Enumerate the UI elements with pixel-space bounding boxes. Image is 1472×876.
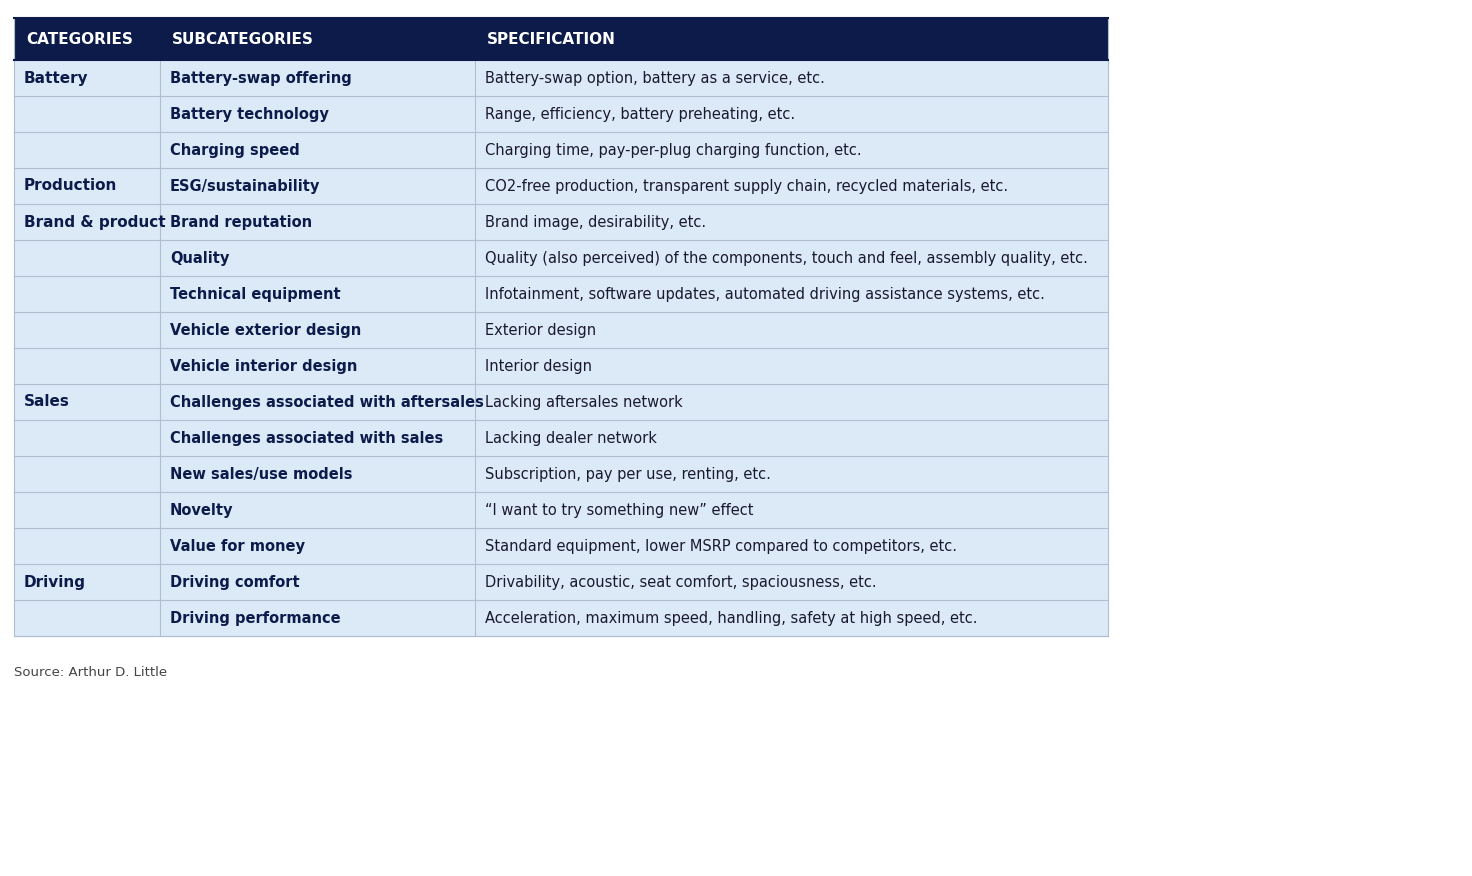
Text: Driving performance: Driving performance (169, 611, 340, 625)
Text: Vehicle exterior design: Vehicle exterior design (169, 322, 361, 337)
Text: SUBCATEGORIES: SUBCATEGORIES (172, 32, 314, 46)
Text: Driving: Driving (24, 575, 85, 590)
Text: Challenges associated with sales: Challenges associated with sales (169, 430, 443, 446)
Text: Sales: Sales (24, 394, 69, 409)
Text: Vehicle interior design: Vehicle interior design (169, 358, 358, 373)
Text: Quality (also perceived) of the components, touch and feel, assembly quality, et: Quality (also perceived) of the componen… (484, 251, 1088, 265)
Text: SPECIFICATION: SPECIFICATION (487, 32, 615, 46)
Text: Brand image, desirability, etc.: Brand image, desirability, etc. (484, 215, 707, 230)
Text: Battery: Battery (24, 70, 88, 86)
Text: Production: Production (24, 179, 118, 194)
Text: Technical equipment: Technical equipment (169, 286, 340, 301)
Text: Lacking dealer network: Lacking dealer network (484, 430, 657, 446)
Text: Charging speed: Charging speed (169, 143, 300, 158)
Text: Range, efficiency, battery preheating, etc.: Range, efficiency, battery preheating, e… (484, 107, 795, 122)
Text: Battery technology: Battery technology (169, 107, 328, 122)
Text: Drivability, acoustic, seat comfort, spaciousness, etc.: Drivability, acoustic, seat comfort, spa… (484, 575, 877, 590)
Text: Source: Arthur D. Little: Source: Arthur D. Little (15, 666, 168, 679)
Text: Battery-swap offering: Battery-swap offering (169, 70, 352, 86)
Text: Subscription, pay per use, renting, etc.: Subscription, pay per use, renting, etc. (484, 467, 771, 482)
Text: Battery-swap option, battery as a service, etc.: Battery-swap option, battery as a servic… (484, 70, 824, 86)
Text: Standard equipment, lower MSRP compared to competitors, etc.: Standard equipment, lower MSRP compared … (484, 539, 957, 554)
Text: Challenges associated with aftersales: Challenges associated with aftersales (169, 394, 484, 409)
Text: Driving comfort: Driving comfort (169, 575, 300, 590)
Text: Novelty: Novelty (169, 503, 234, 518)
Bar (15, 60, 1108, 636)
Text: Exterior design: Exterior design (484, 322, 596, 337)
Text: Charging time, pay-per-plug charging function, etc.: Charging time, pay-per-plug charging fun… (484, 143, 861, 158)
Text: Acceleration, maximum speed, handling, safety at high speed, etc.: Acceleration, maximum speed, handling, s… (484, 611, 977, 625)
Text: CATEGORIES: CATEGORIES (26, 32, 132, 46)
Text: “I want to try something new” effect: “I want to try something new” effect (484, 503, 754, 518)
Text: Brand reputation: Brand reputation (169, 215, 312, 230)
Text: New sales/use models: New sales/use models (169, 467, 352, 482)
Text: CO2-free production, transparent supply chain, recycled materials, etc.: CO2-free production, transparent supply … (484, 179, 1008, 194)
Text: Quality: Quality (169, 251, 230, 265)
Text: Infotainment, software updates, automated driving assistance systems, etc.: Infotainment, software updates, automate… (484, 286, 1045, 301)
Bar (15, 18, 1108, 60)
Text: Value for money: Value for money (169, 539, 305, 554)
Text: ESG/sustainability: ESG/sustainability (169, 179, 321, 194)
Text: Interior design: Interior design (484, 358, 592, 373)
Text: Lacking aftersales network: Lacking aftersales network (484, 394, 683, 409)
Text: Brand & product: Brand & product (24, 215, 166, 230)
